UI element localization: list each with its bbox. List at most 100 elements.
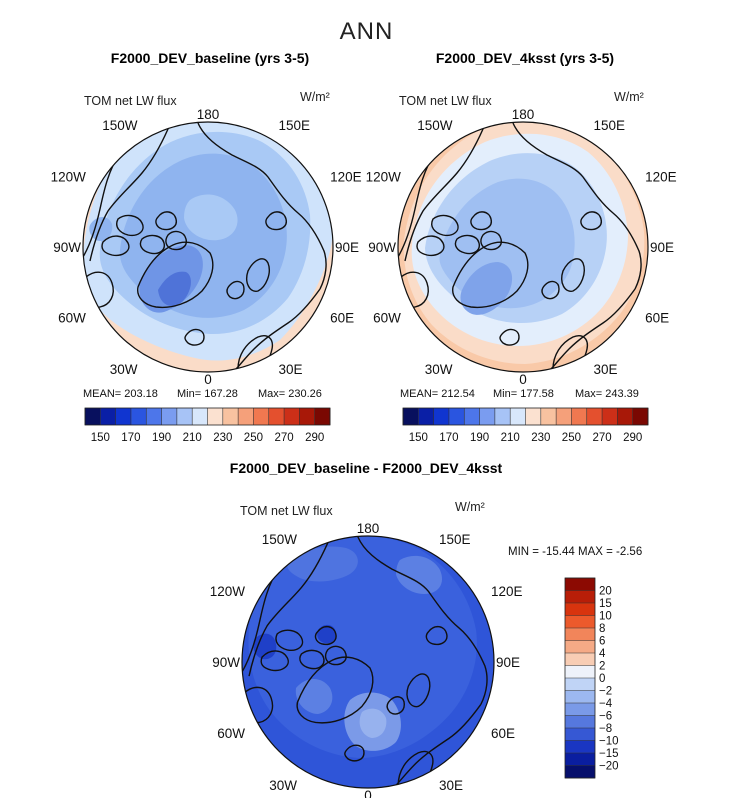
panel-3-colorbar-tick: −6 [599,711,612,723]
panel-3-lon-label: 180 [357,521,380,536]
panel-3-map [242,536,494,788]
panel-2-title: F2000_DEV_4ksst (yrs 3-5) [435,50,615,66]
panel-2-lon-label: 150E [594,118,626,133]
panel-2-colorbar-swatch [448,408,465,425]
panel-1-colorbar-swatch [268,408,285,425]
panel-1-mean: MEAN= 203.18 [83,388,158,400]
panel-1-colorbar-swatch [314,408,331,425]
panel-2-colorbar-swatch [632,408,649,425]
panel-3-colorbar-tick: 10 [599,611,612,623]
panel-3-colorbar-tick: 0 [599,673,605,685]
panel-3-lon-label: 30W [269,778,297,793]
panel-3-colorbar-tick: −2 [599,686,612,698]
panel-1-colorbar-swatch [222,408,239,425]
panel-1-colorbar-swatch [207,408,224,425]
panel-1-colorbar-swatch [85,408,101,425]
panel-2-lon-label: 90W [368,240,396,255]
panel-3-minmax: MIN = -15.44 MAX = -2.56 [508,546,643,558]
panel-1-lon-label: 30W [110,362,138,377]
panel-2-variable: TOM net LW flux [399,94,492,108]
figure-title: ANN [339,18,394,45]
panel-1-colorbar-tick: 270 [275,432,294,444]
panel-1-colorbar-swatch [238,408,254,425]
panel-2-colorbar-swatch [602,408,618,425]
panel-2-colorbar-swatch [586,408,603,425]
panel-1-colorbar-swatch [299,408,315,425]
panel-2-colorbar-swatch [540,408,557,425]
panel-3-colorbar-tick: 20 [599,586,612,598]
panel-1-colorbar-swatch [100,408,116,425]
panel-1-map-border [82,121,334,373]
panel-3-variable: TOM net LW flux [240,504,333,518]
panel-1-lon-label: 180 [197,107,220,122]
panel-3-title: F2000_DEV_baseline - F2000_DEV_4ksst [229,460,503,476]
panel-3-lon-label: 150W [262,532,298,547]
panel-1-min: Min= 167.28 [177,388,238,400]
panel-1-map [83,122,333,372]
panel-3-colorbar-swatch [565,628,595,641]
panel-3-colorbar-swatch [565,690,595,704]
panel-1-lon-label: 90W [53,240,81,255]
panel-1-colorbar-swatch [192,408,208,425]
panel-1-lon-label: 150E [279,118,311,133]
panel-1-colorbar-swatch [284,408,300,425]
panel-2-colorbar-swatch [403,408,419,425]
panel-2-colorbar-tick: 270 [593,432,612,444]
panel-3-lon-label: 30E [439,778,463,793]
panel-2-lon-label: 180 [512,107,535,122]
panel-1-colorbar-tick: 250 [244,432,263,444]
panel-3-lon-label: 120W [210,584,246,599]
panel-3-colorbar-tick: 8 [599,623,605,635]
panel-3-colorbar-tick: −8 [599,723,612,735]
panel-3-units: W/m² [455,500,485,514]
panel-3-lon-label: 120E [491,584,523,599]
panel-2-colorbar-tick: 190 [470,432,489,444]
panel-2-colorbar-swatch [556,408,572,425]
panel-1-colorbar-swatch [146,408,162,425]
panel-1-lon-label: 0 [204,372,212,387]
panel-1-colorbar-border [84,407,331,426]
panel-3-lon-label: 90W [212,655,240,670]
panel-1-lon-label: 120W [51,170,87,185]
panel-1-lon-label: 90E [335,240,359,255]
panel-1-colorbar-swatch [161,408,178,425]
panel-1-lon-label: 60W [58,311,86,326]
panel-2-colorbar-swatch [433,408,450,425]
panel-3-colorbar-tick: −20 [599,761,619,773]
panel-1-colorbar-swatch [176,408,193,425]
panel-2-map [398,122,648,372]
panel-2-lon-label: 60W [373,311,401,326]
panel-2-colorbar-tick: 170 [439,432,458,444]
panel-3-colorbar-swatch [565,640,595,654]
panel-1-lon-label: 30E [279,362,303,377]
panel-3-lon-label: 90E [496,655,520,670]
panel-3-colorbar-tick: −4 [599,698,613,710]
panel-2-colorbar-swatch [617,408,633,425]
panel-2-lon-label: 120E [645,170,677,185]
panel-1-colorbar-swatch [130,408,147,425]
panel-3-colorbar-swatch [565,603,595,616]
panel-3-colorbar-swatch [565,753,595,766]
panel-3-colorbar-swatch [565,615,595,629]
panel-2-colorbar-swatch [464,408,480,425]
panel-2-lon-label: 30W [425,362,453,377]
panel-2-colorbar-tick: 250 [562,432,581,444]
panel-3-colorbar-tick: 4 [599,648,606,660]
panel-2-lon-label: 120W [366,170,402,185]
panel-3-colorbar-border [564,577,596,779]
panel-2-colorbar-swatch [571,408,588,425]
panel-3-lon-label: 0 [364,788,372,798]
panel-1-units: W/m² [300,90,330,104]
panel-2-min: Min= 177.58 [493,388,554,400]
panel-1-colorbar-tick: 230 [213,432,232,444]
panel-2-colorbar-tick: 150 [409,432,428,444]
panel-3-colorbar-tick: 2 [599,661,605,673]
panel-2-colorbar-swatch [479,408,496,425]
panel-3-colorbar-swatch [565,665,595,679]
panel-2-lon-label: 150W [417,118,453,133]
panel-1-max: Max= 230.26 [258,388,322,400]
panel-3-colorbar-swatch [565,765,595,779]
panel-1-lon-label: 60E [330,311,354,326]
panel-2-lon-label: 30E [594,362,618,377]
